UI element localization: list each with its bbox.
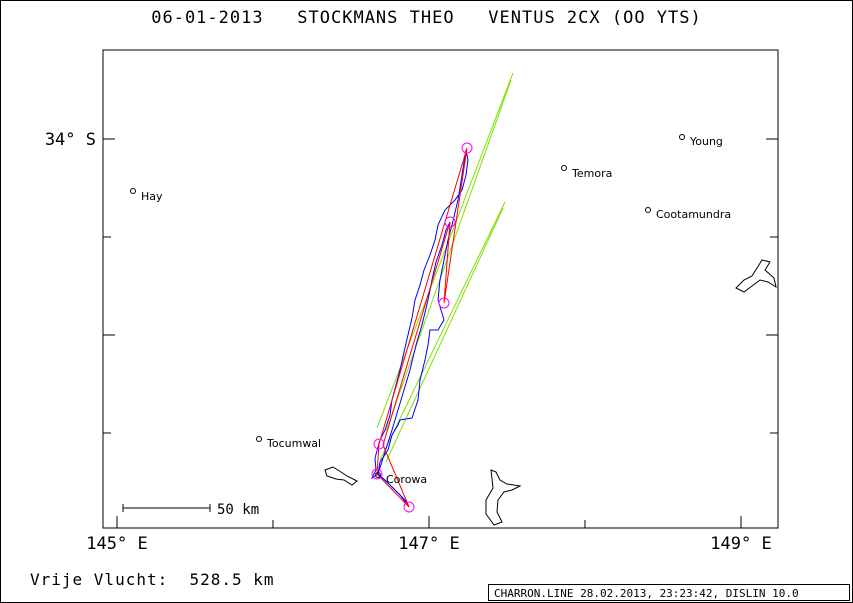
map-frame: [102, 49, 779, 529]
flight-track: [370, 149, 469, 508]
turnpoints: [371, 142, 473, 513]
x-tick-label: 145° E: [86, 534, 147, 554]
scale-label: 50 km: [217, 502, 259, 518]
y-tick-label: 34° S: [45, 130, 96, 150]
lakes: [324, 259, 777, 526]
scale-bar: [122, 504, 211, 512]
turnpoint-circle: [461, 142, 473, 154]
town-label: Hay: [141, 190, 163, 203]
axis-ticks: [103, 138, 778, 528]
sector-lines: [376, 72, 514, 463]
town-label: Temora: [571, 167, 612, 180]
turnpoint-circle: [373, 438, 385, 450]
x-tick-label: 147° E: [398, 534, 459, 554]
town-markers: [130, 134, 685, 478]
town-label: Cootamundra: [656, 208, 731, 221]
turnpoint-circle: [371, 468, 383, 480]
town-label: Corowa: [386, 473, 427, 486]
turnpoint-circle: [444, 216, 456, 228]
x-tick-label: 149° E: [710, 534, 771, 554]
free-flight-distance: Vrije Vlucht: 528.5 km: [30, 570, 275, 589]
town-label: Tocumwal: [266, 437, 321, 450]
footer-info: CHARRON.LINE 28.02.2013, 23:23:42, DISLI…: [488, 584, 850, 601]
turnpoint-circle: [438, 297, 450, 309]
flight-track-return: [377, 221, 451, 508]
turnpoint-circle: [403, 501, 415, 513]
town-label: Young: [689, 135, 723, 148]
page-title: 06-01-2013 STOCKMANS THEO VENTUS 2CX (OO…: [151, 8, 702, 28]
